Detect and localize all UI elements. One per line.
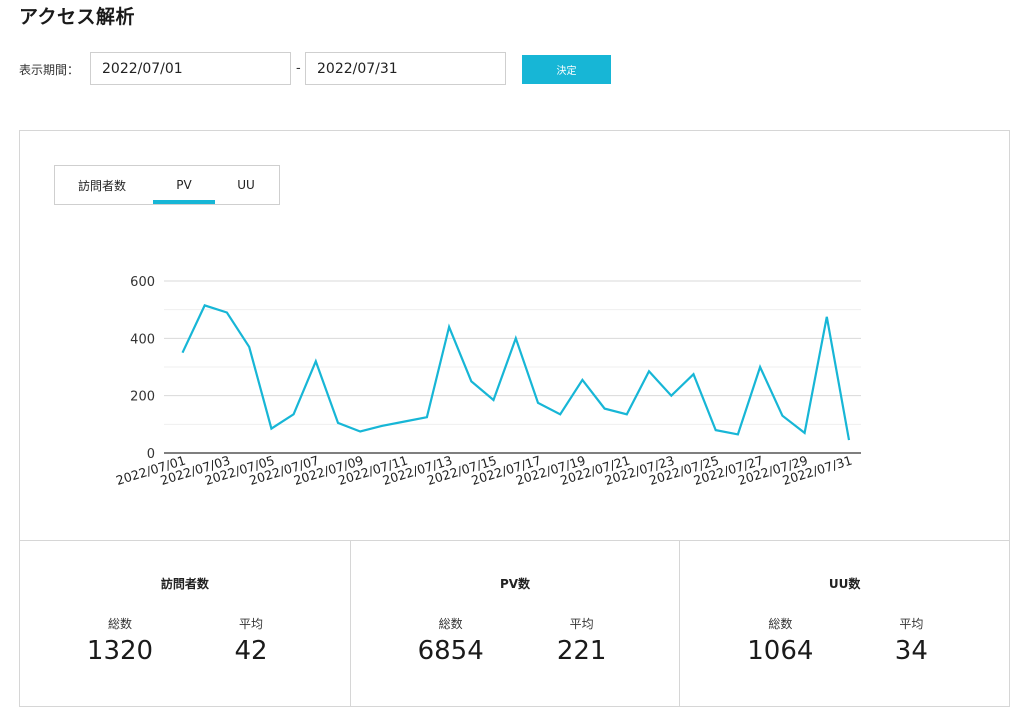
- total-label: 総数: [107, 617, 132, 631]
- average-label: 平均: [238, 617, 263, 631]
- end-date-input[interactable]: [305, 52, 506, 85]
- y-tick-label: 0: [147, 447, 155, 462]
- range-separator: -: [296, 61, 301, 76]
- total-label: 総数: [438, 617, 463, 631]
- metric-tabs: 訪問者数 PV UU: [54, 165, 280, 205]
- total-value: 6854: [417, 636, 484, 666]
- y-tick-label: 400: [130, 332, 155, 347]
- y-tick-label: 600: [130, 275, 155, 290]
- total-value: 1320: [86, 636, 154, 666]
- total-value: 1064: [747, 636, 814, 666]
- stat-title: UU数: [828, 577, 861, 591]
- stats-summary: 訪問者数 総数 1320 平均 42 PV数 総数 6854 平均 221 UU…: [20, 540, 1009, 707]
- average-value: 221: [556, 636, 607, 666]
- stat-pv: PV数 総数 6854 平均 221: [349, 541, 680, 707]
- start-date-input[interactable]: [90, 52, 291, 85]
- series-line: [181, 304, 851, 441]
- y-tick-label: 200: [130, 390, 155, 405]
- total-label: 総数: [768, 617, 793, 631]
- average-label: 平均: [569, 617, 594, 631]
- stat-visitors: 訪問者数 総数 1320 平均 42: [20, 541, 350, 707]
- tab-pv[interactable]: PV: [153, 166, 215, 204]
- stat-uu: UU数 総数 1064 平均 34: [679, 541, 1009, 707]
- submit-button[interactable]: 決定: [522, 55, 611, 84]
- tab-uu[interactable]: UU: [237, 178, 255, 192]
- stat-title: PV数: [499, 577, 531, 591]
- stat-title: 訪問者数: [160, 577, 209, 591]
- average-value: 34: [894, 636, 928, 666]
- pv-line-chart: 02004006002022/07/012022/07/032022/07/05…: [114, 275, 861, 488]
- average-value: 42: [234, 636, 268, 666]
- average-label: 平均: [899, 617, 924, 631]
- analytics-panel: 訪問者数 PV UU 0 200 400 600 2022/07/01 2022/07/0…: [19, 130, 1010, 707]
- page-title: アクセス解析: [19, 6, 136, 28]
- tab-visitors[interactable]: 訪問者数: [78, 178, 127, 193]
- period-label: 表示期間：: [19, 63, 80, 77]
